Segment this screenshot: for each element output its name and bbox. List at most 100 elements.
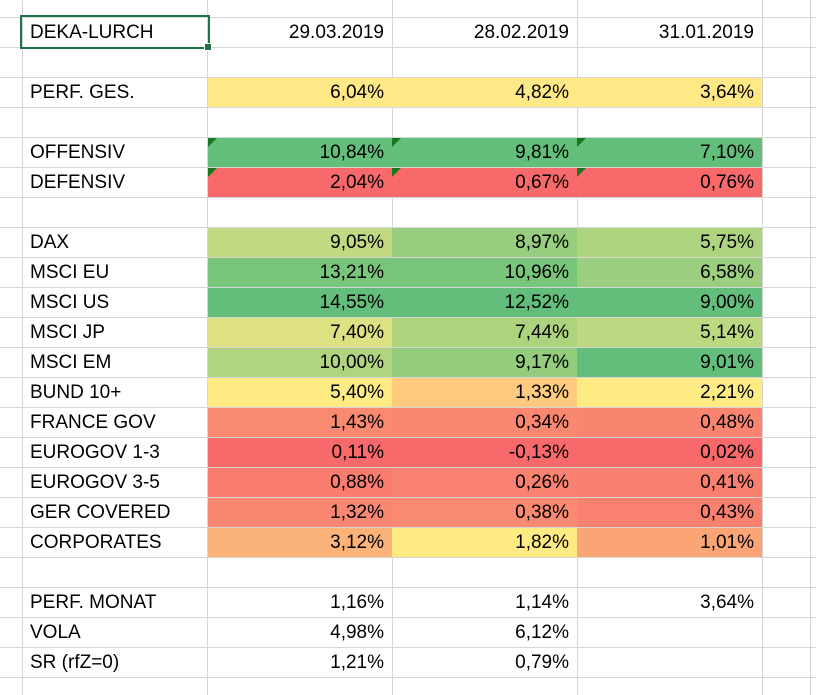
row-gridline: [0, 137, 816, 138]
cell-defensiv-c3[interactable]: 0,76%: [577, 168, 762, 197]
cell-sr-rfz-0-c2[interactable]: 0,79%: [515, 652, 569, 673]
cell-label-msci-jp[interactable]: MSCI JP: [30, 322, 105, 343]
cell-perf-ges-c3[interactable]: 3,64%: [577, 78, 762, 107]
row-gridline: [0, 647, 816, 648]
cell-perf-ges-c1[interactable]: 6,04%: [208, 78, 392, 107]
cell-corporates-c3[interactable]: 1,01%: [577, 528, 762, 557]
cell-label-header[interactable]: DEKA-LURCH: [30, 22, 154, 43]
row-gridline: [0, 437, 816, 438]
cell-msci-eu-c1[interactable]: 13,21%: [208, 258, 392, 287]
cell-defensiv-c2[interactable]: 0,67%: [392, 168, 577, 197]
cell-eurogov-3-5-c3[interactable]: 0,41%: [577, 468, 762, 497]
cell-perf-ges-c2[interactable]: 4,82%: [392, 78, 577, 107]
row-gridline: [0, 617, 816, 618]
cell-msci-us-c3[interactable]: 9,00%: [577, 288, 762, 317]
cell-label-msci-us[interactable]: MSCI US: [30, 292, 110, 313]
row-gridline: [0, 557, 816, 558]
cell-ger-covered-c2[interactable]: 0,38%: [392, 498, 577, 527]
cell-label-perf-ges[interactable]: PERF. GES.: [30, 82, 135, 103]
cell-label-dax[interactable]: DAX: [30, 232, 70, 253]
row-gridline: [0, 347, 816, 348]
cell-header-c3[interactable]: 31.01.2019: [658, 22, 754, 43]
cell-offensiv-c3[interactable]: 7,10%: [577, 138, 762, 167]
cell-perf-monat-c2[interactable]: 1,14%: [515, 592, 569, 613]
cell-label-defensiv[interactable]: DEFENSIV: [30, 172, 126, 193]
comment-triangle-icon: [392, 168, 401, 177]
cell-corporates-c2[interactable]: 1,82%: [392, 528, 577, 557]
cell-vola-c1[interactable]: 4,98%: [330, 622, 384, 643]
fill-handle[interactable]: [204, 43, 212, 51]
row-gridline: [0, 167, 816, 168]
row-gridline: [0, 107, 816, 108]
cell-eurogov-3-5-c1[interactable]: 0,88%: [208, 468, 392, 497]
cell-perf-monat-c1[interactable]: 1,16%: [330, 592, 384, 613]
row-gridline: [0, 257, 816, 258]
row-gridline: [0, 317, 816, 318]
cell-label-france-gov[interactable]: FRANCE GOV: [30, 412, 156, 433]
cell-offensiv-c1[interactable]: 10,84%: [208, 138, 392, 167]
cell-msci-us-c1[interactable]: 14,55%: [208, 288, 392, 317]
cell-bund-10-c2[interactable]: 1,33%: [392, 378, 577, 407]
row-gridline: [0, 47, 816, 48]
row-gridline: [0, 287, 816, 288]
row-gridline: [0, 677, 816, 678]
cell-msci-us-c2[interactable]: 12,52%: [392, 288, 577, 317]
row-gridline: [0, 197, 816, 198]
cell-label-msci-em[interactable]: MSCI EM: [30, 352, 112, 373]
cell-france-gov-c1[interactable]: 1,43%: [208, 408, 392, 437]
cell-eurogov-1-3-c3[interactable]: 0,02%: [577, 438, 762, 467]
cell-vola-c3[interactable]: [577, 618, 762, 647]
cell-msci-jp-c1[interactable]: 7,40%: [208, 318, 392, 347]
row-gridline: [0, 17, 816, 18]
cell-eurogov-1-3-c2[interactable]: -0,13%: [392, 438, 577, 467]
cell-perf-monat-c3[interactable]: 3,64%: [700, 592, 754, 613]
cell-msci-em-c3[interactable]: 9,01%: [577, 348, 762, 377]
cell-header-c2[interactable]: 28.02.2019: [473, 22, 569, 43]
cell-dax-c1[interactable]: 9,05%: [208, 228, 392, 257]
active-cell-selection-border: [20, 15, 212, 51]
cell-defensiv-c1[interactable]: 2,04%: [208, 168, 392, 197]
cell-offensiv-c2[interactable]: 9,81%: [392, 138, 577, 167]
cell-label-ger-covered[interactable]: GER COVERED: [30, 502, 171, 523]
cell-corporates-c1[interactable]: 3,12%: [208, 528, 392, 557]
comment-triangle-icon: [392, 138, 401, 147]
cell-bund-10-c3[interactable]: 2,21%: [577, 378, 762, 407]
cell-ger-covered-c3[interactable]: 0,43%: [577, 498, 762, 527]
comment-triangle-icon: [577, 168, 586, 177]
cell-dax-c3[interactable]: 5,75%: [577, 228, 762, 257]
cell-france-gov-c2[interactable]: 0,34%: [392, 408, 577, 437]
cell-label-sr-rfz-0[interactable]: SR (rfZ=0): [30, 652, 120, 673]
comment-triangle-icon: [208, 138, 217, 147]
row-gridline: [0, 587, 816, 588]
cell-france-gov-c3[interactable]: 0,48%: [577, 408, 762, 437]
cell-label-msci-eu[interactable]: MSCI EU: [30, 262, 110, 283]
cell-msci-eu-c3[interactable]: 6,58%: [577, 258, 762, 287]
cell-label-corporates[interactable]: CORPORATES: [30, 532, 162, 553]
cell-msci-em-c1[interactable]: 10,00%: [208, 348, 392, 377]
cell-msci-eu-c2[interactable]: 10,96%: [392, 258, 577, 287]
cell-label-eurogov-1-3[interactable]: EUROGOV 1-3: [30, 442, 160, 463]
cell-sr-rfz-0-c3[interactable]: [577, 648, 762, 677]
row-gridline: [0, 77, 816, 78]
cell-label-perf-monat[interactable]: PERF. MONAT: [30, 592, 157, 613]
cell-bund-10-c1[interactable]: 5,40%: [208, 378, 392, 407]
row-gridline: [0, 527, 816, 528]
comment-triangle-icon: [208, 168, 217, 177]
cell-header-c1[interactable]: 29.03.2019: [288, 22, 384, 43]
cell-label-bund-10[interactable]: BUND 10+: [30, 382, 122, 403]
cell-sr-rfz-0-c1[interactable]: 1,21%: [330, 652, 384, 673]
cell-eurogov-3-5-c2[interactable]: 0,26%: [392, 468, 577, 497]
comment-triangle-icon: [577, 138, 586, 147]
cell-msci-em-c2[interactable]: 9,17%: [392, 348, 577, 377]
row-gridline: [0, 227, 816, 228]
cell-label-eurogov-3-5[interactable]: EUROGOV 3-5: [30, 472, 160, 493]
cell-eurogov-1-3-c1[interactable]: 0,11%: [208, 438, 392, 467]
cell-dax-c2[interactable]: 8,97%: [392, 228, 577, 257]
cell-vola-c2[interactable]: 6,12%: [515, 622, 569, 643]
cell-msci-jp-c3[interactable]: 5,14%: [577, 318, 762, 347]
cell-label-offensiv[interactable]: OFFENSIV: [30, 142, 126, 163]
cell-ger-covered-c1[interactable]: 1,32%: [208, 498, 392, 527]
cell-label-vola[interactable]: VOLA: [30, 622, 81, 643]
cell-msci-jp-c2[interactable]: 7,44%: [392, 318, 577, 347]
